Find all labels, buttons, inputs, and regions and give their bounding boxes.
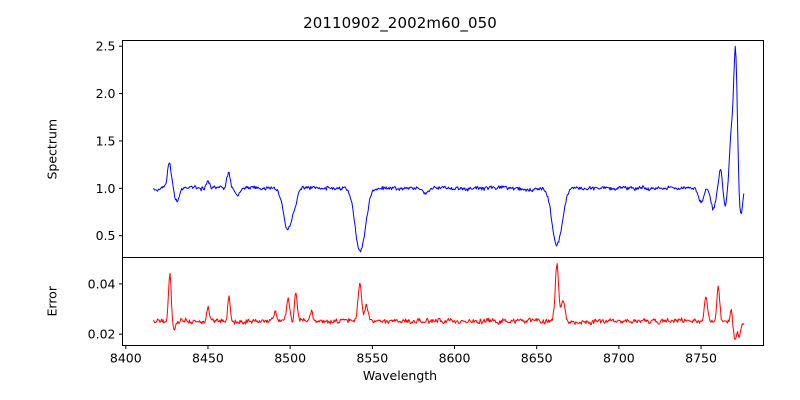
x-tick-label: 8550 bbox=[356, 351, 388, 366]
y-tick-label: 0.5 bbox=[96, 228, 116, 243]
x-axis-label: Wavelength bbox=[362, 368, 438, 383]
x-tick-label: 8400 bbox=[110, 351, 142, 366]
error-data-line bbox=[153, 263, 745, 340]
error-axes-frame bbox=[122, 257, 764, 346]
error-y-ticks: 0.02 0.04 bbox=[88, 276, 123, 342]
y-tick-label: 2.0 bbox=[96, 86, 116, 101]
spectrum-axes-frame bbox=[122, 40, 764, 258]
y-tick-label: 2.5 bbox=[96, 39, 116, 54]
x-tick-label: 8600 bbox=[439, 351, 471, 366]
panel-error: 0.02 0.04 8400 8450 8500 8550 8600 8650 8700 875… bbox=[88, 257, 764, 366]
figure-title: 20110902_2002m60_050 bbox=[303, 14, 497, 32]
y-tick-label: 0.02 bbox=[88, 327, 116, 342]
x-tick-label: 8650 bbox=[521, 351, 553, 366]
x-tick-label: 8500 bbox=[274, 351, 306, 366]
x-tick-label: 8700 bbox=[603, 351, 635, 366]
spectrum-data-line bbox=[153, 45, 745, 253]
x-tick-label: 8750 bbox=[685, 351, 717, 366]
y-tick-label: 1.5 bbox=[96, 133, 116, 148]
x-tick-label: 8450 bbox=[192, 351, 224, 366]
panel-spectrum: 0.5 1.0 1.5 2.0 2.5 bbox=[96, 39, 764, 258]
y-tick-label: 1.0 bbox=[96, 181, 116, 196]
spectrum-y-ticks: 0.5 1.0 1.5 2.0 2.5 bbox=[96, 39, 123, 243]
x-axis-ticks: 8400 8450 8500 8550 8600 8650 8700 8750 bbox=[110, 345, 717, 366]
y-tick-label: 0.04 bbox=[88, 276, 116, 291]
